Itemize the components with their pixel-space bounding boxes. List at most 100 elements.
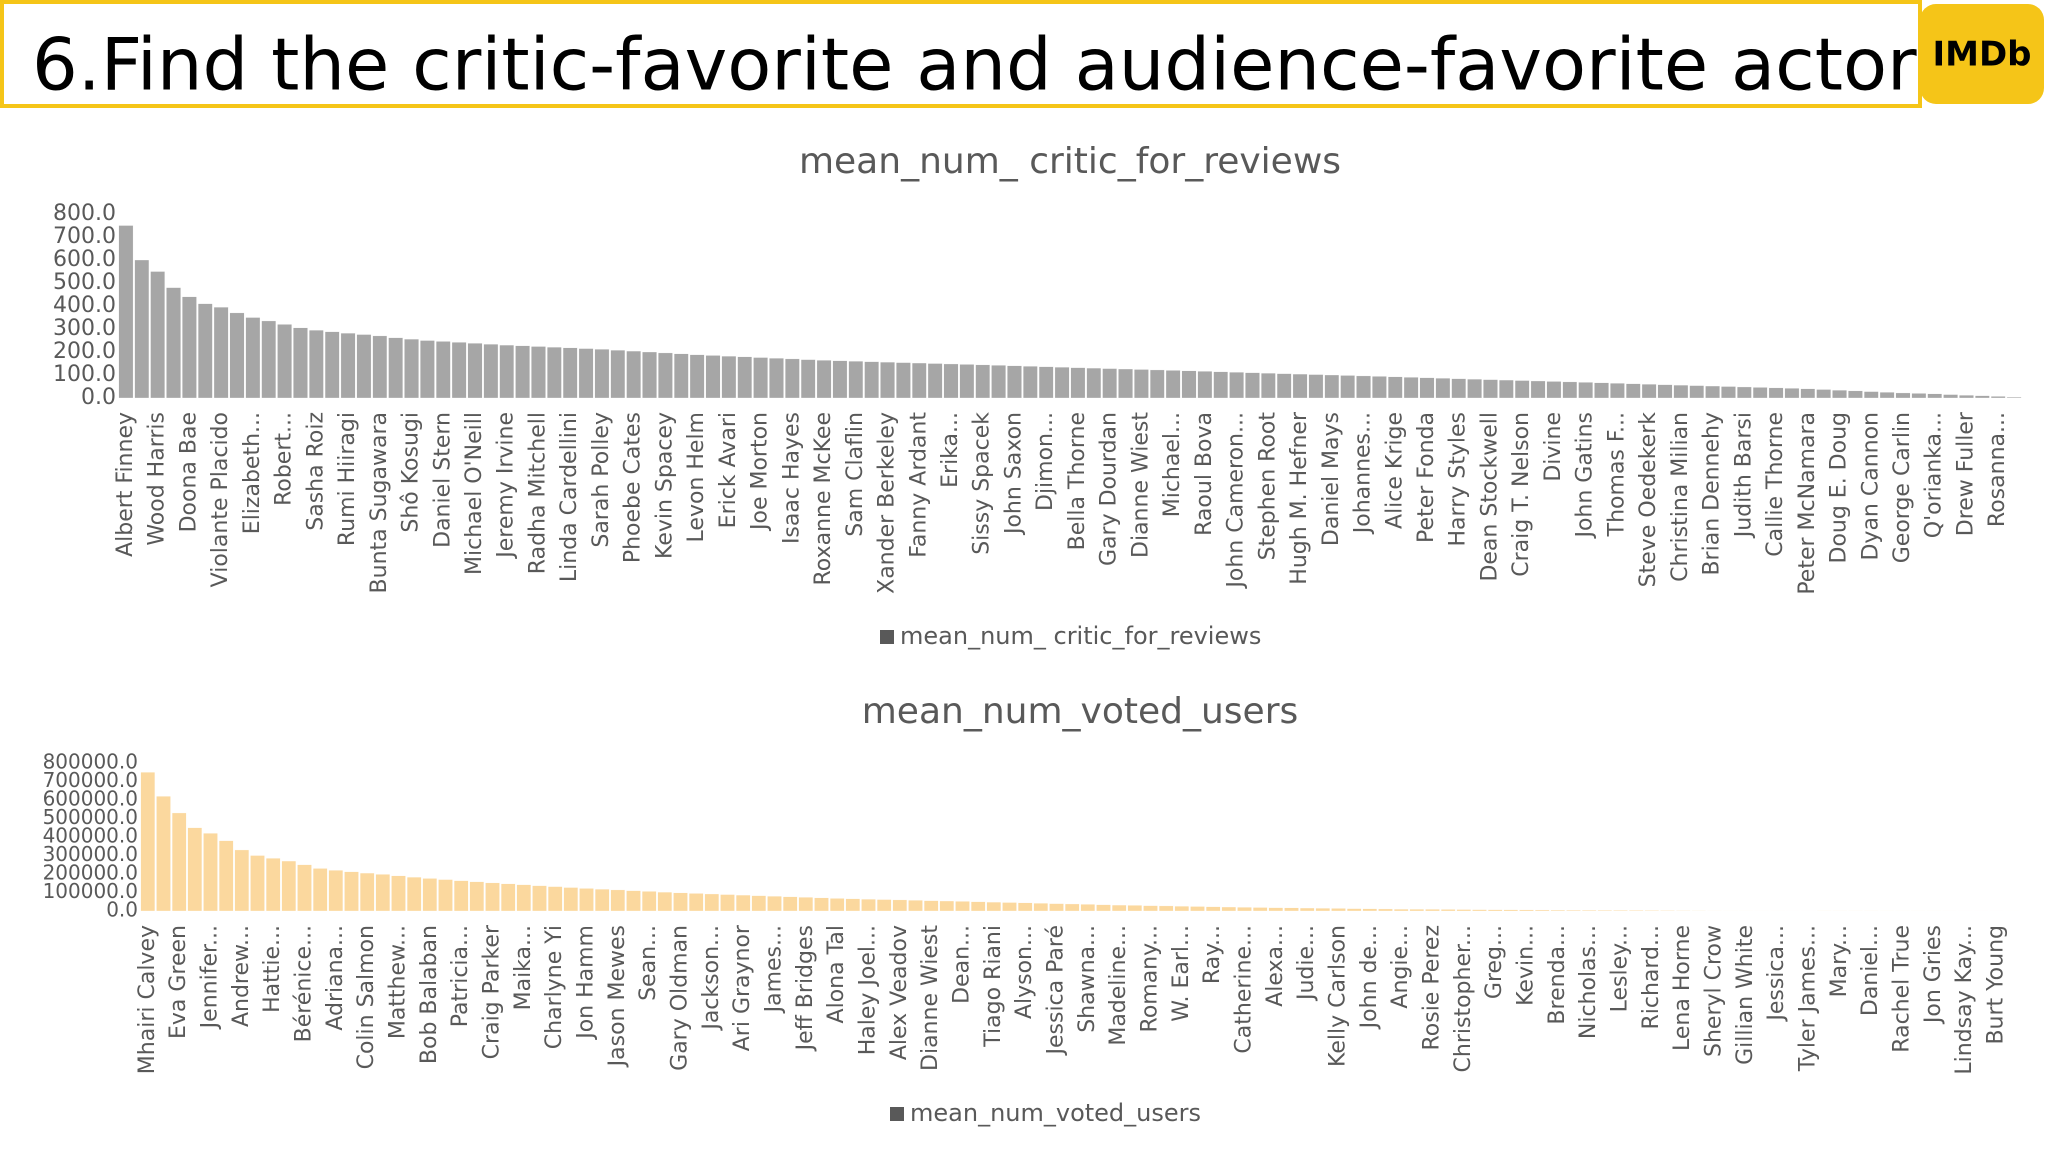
bar xyxy=(1451,378,1467,399)
bar xyxy=(182,296,197,399)
bar xyxy=(1566,909,1581,912)
bar xyxy=(281,860,297,912)
bar xyxy=(1346,908,1362,912)
bar xyxy=(1581,910,1597,912)
bar xyxy=(1372,376,1387,399)
x-tick-label: Albert Finney xyxy=(113,412,138,557)
bar xyxy=(261,320,277,399)
bar xyxy=(1229,372,1244,399)
bar xyxy=(1007,365,1022,399)
legend-label: mean_num_voted_users xyxy=(910,1099,1201,1127)
bar xyxy=(312,868,328,912)
bar xyxy=(420,340,435,399)
bar xyxy=(1816,389,1831,399)
bar xyxy=(1096,904,1111,912)
x-tick-label: George Carlin xyxy=(1890,412,1915,563)
bar xyxy=(1102,368,1117,399)
bar xyxy=(1597,910,1613,912)
bar xyxy=(1245,372,1260,399)
x-tick-label: Craig Parker xyxy=(480,924,505,1059)
bar xyxy=(1284,907,1299,912)
x-tick-label: Callie Thorne xyxy=(1763,412,1788,557)
bar xyxy=(218,840,234,912)
y-tick-label: 400000.0 xyxy=(43,824,138,848)
bar xyxy=(1467,378,1482,399)
bar xyxy=(578,348,594,399)
legend-label: mean_num_ critic_for_reviews xyxy=(900,622,1261,650)
y-tick-label: 600000.0 xyxy=(43,787,138,811)
bar xyxy=(911,362,927,399)
x-tick-label: Colin Salmon xyxy=(354,925,379,1069)
x-tick-label: John Cameron... xyxy=(1224,412,1249,590)
x-tick-label: Mhairi Calvey xyxy=(135,925,160,1074)
bar xyxy=(1033,903,1049,912)
bar xyxy=(1197,371,1213,399)
x-tick-label: Rosanna... xyxy=(1985,412,2010,527)
bar xyxy=(1848,390,1863,399)
x-tick-label: Eva Green xyxy=(166,925,191,1039)
bar xyxy=(864,361,879,399)
x-tick-label: Thomas F... xyxy=(1604,412,1629,537)
x-tick-label: Sam Claflin xyxy=(843,412,868,537)
x-tick-label: Alona Tal xyxy=(824,925,849,1023)
bar xyxy=(1205,906,1221,912)
bar xyxy=(171,812,187,912)
bar xyxy=(1562,381,1578,399)
x-tick-label: Jon Gries xyxy=(1921,925,1946,1025)
x-tick-label: Christina Milian xyxy=(1668,412,1693,582)
x-tick-label: Dyan Cannon xyxy=(1858,412,1883,561)
bar xyxy=(923,900,939,912)
bar xyxy=(438,879,453,912)
bar xyxy=(1472,909,1487,912)
bar xyxy=(1261,373,1276,399)
bar xyxy=(688,893,704,912)
y-tick-label: 100.0 xyxy=(53,362,116,387)
bar xyxy=(562,347,578,399)
bar xyxy=(1752,387,1768,399)
x-tick-label: Sissy Spacek xyxy=(970,412,995,555)
bar xyxy=(1673,384,1689,399)
bar xyxy=(751,895,767,912)
bar xyxy=(782,896,798,912)
bar xyxy=(563,887,579,912)
bar xyxy=(1660,910,1675,912)
x-tick-label: Jeff Bridges xyxy=(793,925,818,1052)
bar xyxy=(829,898,845,912)
x-tick-label: Erick Avari xyxy=(716,412,741,528)
bar xyxy=(344,871,359,912)
bar xyxy=(1784,388,1800,399)
bar xyxy=(1308,374,1324,399)
bar xyxy=(1054,367,1070,399)
bar xyxy=(483,344,499,399)
bar xyxy=(1086,367,1102,399)
bar xyxy=(388,337,403,399)
bar xyxy=(1387,376,1403,399)
x-tick-label: Andrew... xyxy=(229,925,254,1027)
bar xyxy=(213,306,229,399)
bar xyxy=(372,335,388,399)
bar xyxy=(1456,909,1472,912)
bar xyxy=(391,875,406,912)
x-tick-label: Richard... xyxy=(1639,925,1664,1030)
x-tick-label: Daniel Stern xyxy=(430,412,455,548)
bar xyxy=(1378,908,1393,912)
bar xyxy=(1550,909,1566,912)
bar xyxy=(753,357,768,399)
bar xyxy=(1657,384,1673,399)
slide-title: 6.Find the critic-favorite and audience-… xyxy=(32,23,1954,107)
x-tick-label: Radha Mitchell xyxy=(525,412,550,574)
x-tick-label: Isaac Hayes xyxy=(779,412,804,544)
bar xyxy=(1514,380,1530,399)
x-tick-label: Mary... xyxy=(1827,925,1852,997)
x-tick-label: Xander Berkeley xyxy=(875,412,900,594)
x-tick-label: Kevin Spacey xyxy=(652,412,677,559)
x-tick-label: Jennifer... xyxy=(198,925,223,1030)
bar xyxy=(1975,395,1990,399)
x-tick-label: Hugh M. Hefner xyxy=(1287,411,1312,585)
x-tick-label: Dean Stockwell xyxy=(1477,412,1502,582)
bar xyxy=(375,874,391,912)
x-tick-label: Peter McNamara xyxy=(1795,412,1820,595)
bar xyxy=(594,349,610,399)
x-tick-label: Fanny Ardant xyxy=(906,412,931,558)
bar xyxy=(737,356,753,399)
